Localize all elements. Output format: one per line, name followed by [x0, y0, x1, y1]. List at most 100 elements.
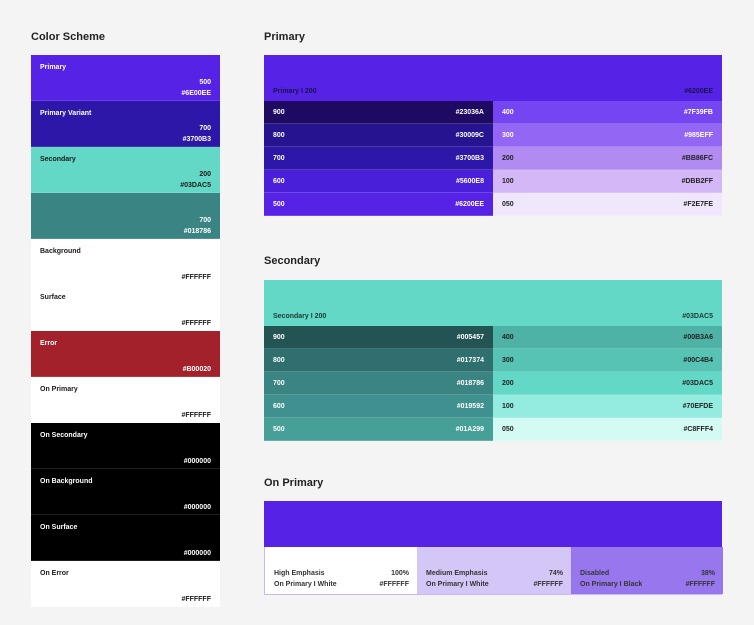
palette-shade[interactable]: 800 #017374 — [264, 349, 493, 372]
swatch-weight: 500 — [199, 79, 211, 86]
shade-weight: 900 — [273, 109, 285, 116]
color-scheme-list: Primary 500 #6E00EE Primary Variant 700 #3700… — [31, 55, 220, 607]
emphasis-sub: On Primary I Black — [580, 581, 643, 588]
color-scheme-title: Color Scheme — [31, 31, 105, 43]
color-swatch[interactable]: Surface #FFFFFF — [31, 285, 220, 331]
palette-shade[interactable]: 100 #DBB2FF — [493, 170, 722, 193]
shade-hex: #7F39FB — [683, 109, 713, 116]
shade-hex: #30009C — [455, 132, 484, 139]
shade-weight: 500 — [273, 426, 285, 433]
shade-weight: 050 — [502, 426, 514, 433]
color-swatch[interactable]: On Background #000000 — [31, 469, 220, 515]
swatch-hex: #03DAC5 — [180, 182, 211, 189]
shade-weight: 200 — [502, 155, 514, 162]
shade-weight: 500 — [273, 201, 285, 208]
swatch-hex: #FFFFFF — [181, 412, 211, 419]
shade-weight: 300 — [502, 357, 514, 364]
emphasis-opacity: 38% — [700, 570, 715, 577]
palette-header-label: Secondary I 200 — [273, 313, 327, 320]
palette-shade[interactable]: 050 #F2E7FE — [493, 193, 722, 216]
secondary-palette: Secondary I 200 #03DAC5 900 #005457 400 #00B3… — [264, 280, 722, 441]
color-swatch[interactable]: On Primary #FFFFFF — [31, 377, 220, 423]
shade-weight: 800 — [273, 132, 285, 139]
palette-header-hex: #6200EE — [684, 88, 713, 95]
swatch-hex: #6E00EE — [181, 90, 211, 97]
palette-shade[interactable]: 050 #C8FFF4 — [493, 418, 722, 441]
palette-shade[interactable]: 500 #6200EE — [264, 193, 493, 216]
shade-hex: #23036A — [455, 109, 484, 116]
shade-weight: 200 — [502, 380, 514, 387]
palette-shade[interactable]: 600 #5600E8 — [264, 170, 493, 193]
emphasis-cell: High Emphasis On Primary I White 100% #FFFF… — [265, 547, 417, 594]
shade-weight: 100 — [502, 178, 514, 185]
palette-shade[interactable]: 500 #01A299 — [264, 418, 493, 441]
swatch-name: Surface — [40, 294, 66, 301]
emphasis-hex: #FFFFFF — [685, 581, 715, 588]
swatch-name: Secondary — [40, 156, 76, 163]
shade-hex: #F2E7FE — [683, 201, 713, 208]
color-swatch[interactable]: On Error #FFFFFF — [31, 561, 220, 607]
color-swatch[interactable]: Background #FFFFFF — [31, 239, 220, 285]
palette-header[interactable]: Secondary I 200 #03DAC5 — [264, 280, 722, 326]
shade-hex: #6200EE — [455, 201, 484, 208]
swatch-weight: 700 — [199, 125, 211, 132]
swatch-name: Primary — [40, 64, 67, 71]
swatch-hex: #B00020 — [182, 366, 211, 373]
palette-shade[interactable]: 800 #30009C — [264, 124, 493, 147]
emphasis-label: Disabled — [580, 570, 610, 577]
palette-shade[interactable]: 100 #70EFDE — [493, 395, 722, 418]
color-swatch[interactable]: Primary Variant 700 #3700B3 — [31, 101, 220, 147]
palette-header[interactable]: Primary I 200 #6200EE — [264, 55, 722, 101]
shade-weight: 900 — [273, 334, 285, 341]
color-swatch[interactable]: On Secondary #000000 — [31, 423, 220, 469]
shade-hex: #985EFF — [684, 132, 713, 139]
palette-shade[interactable]: 900 #005457 — [264, 326, 493, 349]
emphasis-hex: #FFFFFF — [533, 581, 563, 588]
palette-shade[interactable]: 200 #BB86FC — [493, 147, 722, 170]
swatch-name: On Error — [40, 570, 69, 577]
shade-hex: #005457 — [456, 334, 484, 341]
shade-hex: #DBB2FF — [681, 178, 713, 185]
emphasis-cell: Disabled On Primary I Black 38% #FFFFFF — [571, 547, 723, 594]
shade-hex: #01A299 — [455, 426, 484, 433]
swatch-hex: #FFFFFF — [181, 596, 211, 603]
palette-shade[interactable]: 700 #018786 — [264, 372, 493, 395]
emphasis-sub: On Primary I White — [426, 581, 489, 588]
shade-weight: 800 — [273, 357, 285, 364]
swatch-hex: #000000 — [183, 458, 211, 465]
shade-weight: 700 — [273, 155, 285, 162]
color-swatch[interactable]: Error #B00020 — [31, 331, 220, 377]
swatch-weight: 700 — [199, 217, 211, 224]
shade-hex: #03DAC5 — [682, 380, 713, 387]
palette-shade[interactable]: 600 #019592 — [264, 395, 493, 418]
palette-shade[interactable]: 200 #03DAC5 — [493, 372, 722, 395]
swatch-hex: #3700B3 — [182, 136, 211, 143]
shade-hex: #019592 — [456, 403, 484, 410]
palette-shade[interactable]: 300 #00C4B4 — [493, 349, 722, 372]
color-swatch[interactable]: Primary 500 #6E00EE — [31, 55, 220, 101]
swatch-hex: #018786 — [183, 228, 211, 235]
color-swatch[interactable]: On Surface #000000 — [31, 515, 220, 561]
shade-hex: #BB86FC — [681, 155, 713, 162]
shade-weight: 400 — [502, 334, 514, 341]
shade-weight: 100 — [502, 403, 514, 410]
primary-title: Primary — [264, 31, 305, 43]
palette-shade[interactable]: 400 #7F39FB — [493, 101, 722, 124]
emphasis-label: Medium Emphasis — [426, 570, 488, 577]
swatch-hex: #FFFFFF — [181, 274, 211, 281]
palette-shade[interactable]: 400 #00B3A6 — [493, 326, 722, 349]
emphasis-opacity: 74% — [548, 570, 563, 577]
color-swatch[interactable]: 700 #018786 — [31, 193, 220, 239]
swatch-hex: #FFFFFF — [181, 320, 211, 327]
palette-shade[interactable]: 900 #23036A — [264, 101, 493, 124]
secondary-title: Secondary — [264, 255, 321, 267]
swatch-weight: 200 — [199, 171, 211, 178]
swatch-name: On Surface — [40, 524, 78, 531]
emphasis-sub: On Primary I White — [274, 581, 337, 588]
palette-shade[interactable]: 700 #3700B3 — [264, 147, 493, 170]
emphasis-hex: #FFFFFF — [379, 581, 409, 588]
swatch-name: Primary Variant — [40, 110, 92, 117]
color-swatch[interactable]: Secondary 200 #03DAC5 — [31, 147, 220, 193]
on-primary-title: On Primary — [264, 477, 324, 489]
palette-shade[interactable]: 300 #985EFF — [493, 124, 722, 147]
